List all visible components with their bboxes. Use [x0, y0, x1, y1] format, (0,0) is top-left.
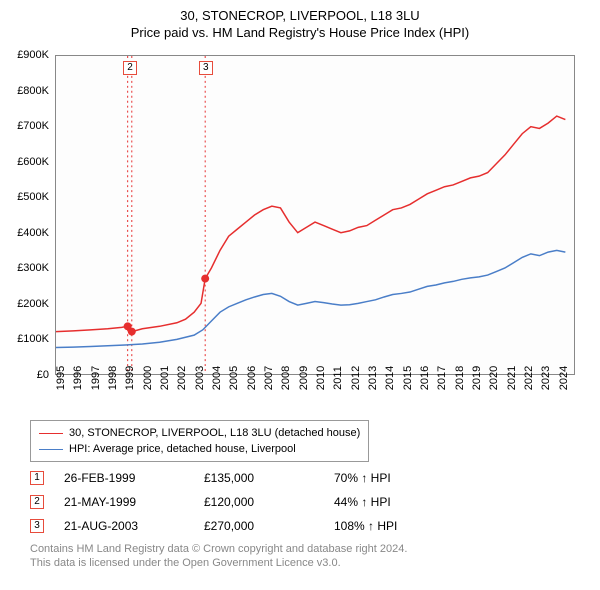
- chart-subtitle: Price paid vs. HM Land Registry's House …: [0, 25, 600, 40]
- x-tick-label: 2002: [176, 366, 188, 390]
- transaction-hpi: 108% ↑ HPI: [334, 519, 454, 533]
- x-tick-label: 2001: [159, 366, 171, 390]
- title-block: 30, STONECROP, LIVERPOOL, L18 3LU Price …: [0, 0, 600, 40]
- y-tick-label: £500K: [0, 191, 55, 203]
- legend-swatch: [39, 449, 63, 450]
- x-tick-label: 1999: [124, 366, 136, 390]
- transaction-price: £270,000: [204, 519, 334, 533]
- x-tick-label: 2022: [523, 366, 535, 390]
- transaction-hpi: 44% ↑ HPI: [334, 495, 454, 509]
- x-tick-label: 1998: [107, 366, 119, 390]
- transaction-price: £135,000: [204, 471, 334, 485]
- legend-label: HPI: Average price, detached house, Live…: [69, 443, 296, 455]
- x-tick-label: 1997: [90, 366, 102, 390]
- x-tick-label: 2016: [419, 366, 431, 390]
- x-tick-label: 2012: [350, 366, 362, 390]
- y-tick-label: £100K: [0, 333, 55, 345]
- x-tick-label: 2019: [471, 366, 483, 390]
- x-tick-label: 2021: [506, 366, 518, 390]
- transaction-index: 1: [30, 471, 44, 485]
- series-property: [56, 116, 565, 332]
- x-tick-label: 2014: [384, 366, 396, 390]
- transaction-date: 21-MAY-1999: [64, 495, 204, 509]
- x-tick-label: 2013: [367, 366, 379, 390]
- x-tick-label: 2005: [228, 366, 240, 390]
- x-tick-label: 1995: [55, 366, 67, 390]
- legend-item: 30, STONECROP, LIVERPOOL, L18 3LU (detac…: [39, 425, 360, 441]
- x-tick-label: 2007: [263, 366, 275, 390]
- legend: 30, STONECROP, LIVERPOOL, L18 3LU (detac…: [30, 420, 369, 462]
- x-tick-label: 2004: [211, 366, 223, 390]
- x-tick-label: 2017: [436, 366, 448, 390]
- transaction-date: 26-FEB-1999: [64, 471, 204, 485]
- legend-swatch: [39, 433, 63, 434]
- transaction-row: 2 21-MAY-1999£120,00044% ↑ HPI: [30, 490, 454, 514]
- x-tick-label: 2000: [142, 366, 154, 390]
- chart-container: 30, STONECROP, LIVERPOOL, L18 3LU Price …: [0, 0, 600, 590]
- chart-title: 30, STONECROP, LIVERPOOL, L18 3LU: [0, 8, 600, 23]
- y-tick-label: £900K: [0, 49, 55, 61]
- y-tick-label: £600K: [0, 156, 55, 168]
- transaction-date: 21-AUG-2003: [64, 519, 204, 533]
- attribution: Contains HM Land Registry data © Crown c…: [30, 542, 407, 571]
- y-tick-label: £800K: [0, 85, 55, 97]
- transaction-marker: [128, 328, 136, 336]
- y-tick-label: £700K: [0, 120, 55, 132]
- y-tick-label: £300K: [0, 262, 55, 274]
- attribution-line2: This data is licensed under the Open Gov…: [30, 556, 407, 570]
- x-tick-label: 2020: [488, 366, 500, 390]
- x-tick-label: 2010: [315, 366, 327, 390]
- transaction-row: 3 21-AUG-2003£270,000108% ↑ HPI: [30, 514, 454, 538]
- transaction-marker: [201, 275, 209, 283]
- transactions-table: 1 26-FEB-1999£135,00070% ↑ HPI 2 21-MAY-199…: [30, 466, 454, 538]
- x-tick-label: 2023: [540, 366, 552, 390]
- transaction-row: 1 26-FEB-1999£135,00070% ↑ HPI: [30, 466, 454, 490]
- x-tick-label: 1996: [72, 366, 84, 390]
- x-tick-label: 2009: [298, 366, 310, 390]
- x-tick-label: 2015: [402, 366, 414, 390]
- x-tick-label: 2011: [332, 366, 344, 390]
- x-tick-label: 2018: [454, 366, 466, 390]
- transaction-index: 3: [30, 519, 44, 533]
- transaction-point-label: 3: [199, 61, 213, 75]
- x-tick-label: 2003: [194, 366, 206, 390]
- y-tick-label: £200K: [0, 298, 55, 310]
- plot-area: 23: [55, 55, 575, 375]
- transaction-index: 2: [30, 495, 44, 509]
- x-tick-label: 2024: [558, 366, 570, 390]
- x-tick-label: 2006: [246, 366, 258, 390]
- plot-svg: [56, 56, 574, 374]
- legend-item: HPI: Average price, detached house, Live…: [39, 441, 360, 457]
- attribution-line1: Contains HM Land Registry data © Crown c…: [30, 542, 407, 556]
- x-tick-label: 2008: [280, 366, 292, 390]
- y-tick-label: £400K: [0, 227, 55, 239]
- transaction-price: £120,000: [204, 495, 334, 509]
- y-tick-label: £0: [0, 369, 55, 381]
- transaction-point-label: 2: [123, 61, 137, 75]
- legend-label: 30, STONECROP, LIVERPOOL, L18 3LU (detac…: [69, 427, 360, 439]
- transaction-hpi: 70% ↑ HPI: [334, 471, 454, 485]
